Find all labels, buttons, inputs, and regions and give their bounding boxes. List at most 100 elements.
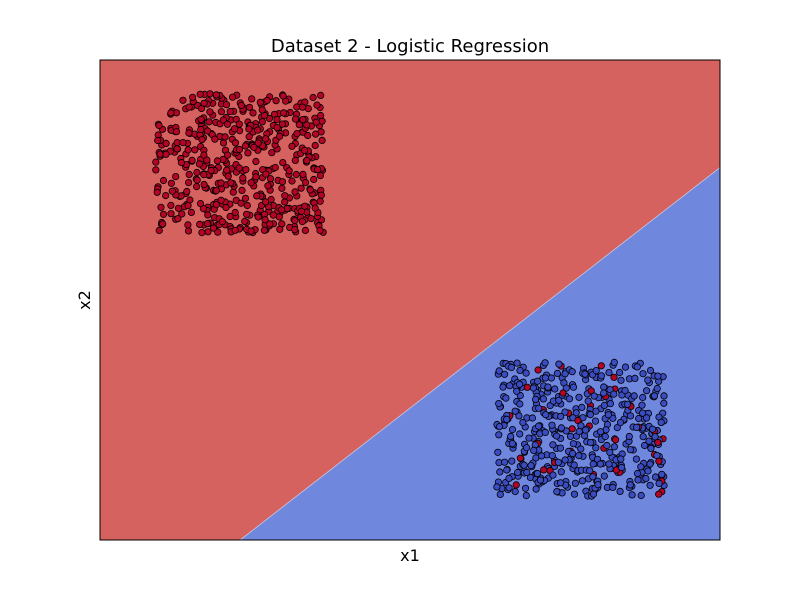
- red-point: [304, 131, 312, 140]
- red-point: [266, 220, 274, 228]
- red-point: [288, 177, 296, 185]
- red-point: [254, 139, 262, 147]
- red-point: [200, 99, 208, 107]
- red-point: [156, 150, 164, 158]
- blue-point: [516, 430, 524, 438]
- red-point: [291, 217, 299, 225]
- blue-point: [494, 448, 502, 456]
- red-point: [193, 176, 201, 184]
- red-point: [167, 201, 175, 209]
- x-axis-label: x1: [400, 546, 420, 565]
- blue-point: [522, 444, 531, 452]
- red-point: [291, 226, 299, 234]
- blue-point: [654, 372, 662, 380]
- blue-point: [600, 401, 609, 409]
- red-point: [217, 196, 225, 204]
- blue-point: [632, 455, 641, 463]
- red-point: [309, 93, 317, 102]
- blue-point: [493, 483, 501, 491]
- red-point: [230, 125, 239, 133]
- red-point: [212, 201, 221, 209]
- blue-point: [554, 458, 563, 466]
- blue-point: [600, 389, 608, 397]
- red-point: [191, 146, 199, 154]
- red-point: [168, 187, 176, 195]
- blue-point: [650, 392, 659, 400]
- blue-point: [496, 490, 504, 498]
- red-point: [212, 91, 220, 99]
- red-point: [266, 175, 275, 183]
- red-point: [247, 227, 255, 235]
- red-point: [298, 218, 306, 226]
- red-point: [300, 146, 309, 154]
- blue-point: [513, 359, 521, 367]
- blue-point: [626, 481, 634, 489]
- blue-point: [637, 463, 645, 471]
- blue-point: [642, 474, 650, 483]
- blue-point: [508, 439, 517, 448]
- red-point: [261, 198, 270, 206]
- blue-point: [505, 474, 513, 482]
- red-point: [172, 173, 180, 181]
- red-point: [317, 191, 325, 199]
- red-point: [291, 115, 300, 123]
- blue-point: [581, 426, 590, 434]
- blue-point: [605, 460, 613, 468]
- blue-point: [569, 383, 578, 391]
- blue-point: [503, 415, 511, 423]
- red-point: [173, 145, 181, 153]
- red-point: [313, 101, 321, 109]
- red-point: [152, 158, 160, 166]
- blue-point: [660, 392, 668, 400]
- red-point: [152, 166, 160, 174]
- blue-point: [596, 428, 605, 436]
- red-point: [260, 226, 268, 234]
- blue-point: [522, 491, 530, 500]
- blue-point: [587, 387, 595, 395]
- red-point: [184, 227, 193, 235]
- red-point: [183, 187, 191, 196]
- blue-point: [644, 376, 652, 384]
- blue-point: [578, 403, 586, 411]
- blue-point: [578, 477, 587, 485]
- red-point: [262, 170, 270, 178]
- red-point: [318, 136, 326, 144]
- red-point: [299, 116, 307, 124]
- blue-point: [617, 455, 625, 463]
- blue-point: [513, 468, 522, 477]
- blue-point: [568, 368, 576, 376]
- red-point: [269, 211, 277, 219]
- red-point: [297, 207, 305, 215]
- blue-point: [530, 446, 538, 454]
- red-point: [159, 220, 167, 228]
- red-point: [307, 215, 315, 223]
- red-point: [212, 187, 220, 195]
- red-point: [231, 208, 239, 217]
- red-point: [195, 160, 203, 168]
- blue-point: [639, 393, 647, 402]
- blue-point: [586, 410, 595, 419]
- blue-point: [542, 411, 550, 419]
- blue-point: [513, 387, 521, 395]
- blue-point: [495, 431, 503, 439]
- red-point: [297, 184, 305, 192]
- red-point: [226, 212, 234, 221]
- red-point: [239, 174, 247, 182]
- blue-point: [529, 384, 538, 392]
- blue-point: [496, 468, 504, 476]
- red-point: [252, 157, 260, 166]
- red-point: [303, 157, 311, 165]
- red-point: [197, 125, 205, 134]
- blue-point: [522, 369, 530, 377]
- red-point: [235, 120, 243, 128]
- red-point: [316, 172, 324, 180]
- blue-point: [626, 412, 635, 420]
- blue-point: [556, 479, 565, 487]
- red-point: [311, 204, 319, 212]
- red-point: [242, 166, 250, 174]
- blue-point: [507, 363, 515, 371]
- blue-point: [626, 446, 635, 454]
- blue-point: [502, 394, 510, 402]
- red-point: [254, 213, 262, 221]
- blue-point: [621, 363, 630, 371]
